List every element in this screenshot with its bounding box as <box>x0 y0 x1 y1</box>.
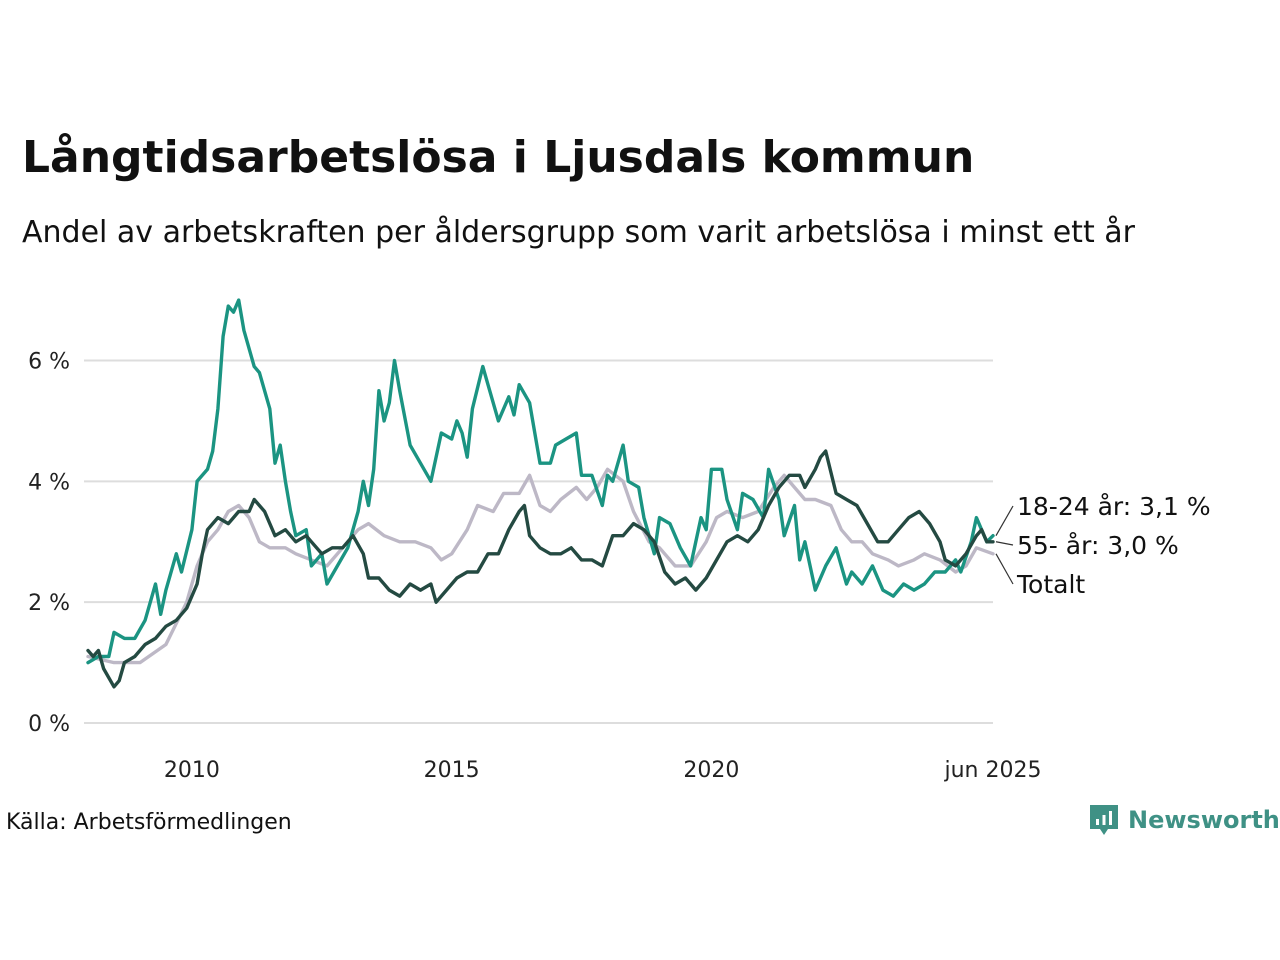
x-tick-label: 2010 <box>164 758 220 783</box>
y-tick-label: 0 % <box>28 712 70 737</box>
end-label-older: 55- år: 3,0 % <box>1017 531 1179 560</box>
grid-lines <box>84 359 993 724</box>
end-label-total: Totalt <box>1016 570 1085 599</box>
y-axis-ticks: 0 % 2 % 4 % 6 % <box>28 350 70 738</box>
y-tick-label: 4 % <box>28 470 70 495</box>
end-label-youth: 18-24 år: 3,1 % <box>1017 492 1211 521</box>
chart-title: Långtidsarbetslösa i Ljusdals kommun <box>22 132 975 183</box>
series-line-total <box>86 467 995 665</box>
chart-subtitle: Andel av arbetskraften per åldersgrupp s… <box>22 215 1135 250</box>
brand-logo: Newsworthy <box>1088 803 1280 837</box>
series-line-youth <box>86 298 995 665</box>
end-labels: 18-24 år: 3,1 % 55- år: 3,0 % Totalt <box>995 492 1211 599</box>
label-connector <box>995 553 1014 585</box>
brand-name: Newsworthy <box>1128 806 1280 834</box>
label-connector <box>995 505 1014 537</box>
x-tick-label: jun 2025 <box>944 758 1042 783</box>
x-tick-label: 2015 <box>424 758 480 783</box>
bar-chart-pin-icon <box>1090 805 1118 835</box>
source-note: Källa: Arbetsförmedlingen <box>6 810 292 835</box>
x-tick-label: 2020 <box>683 758 739 783</box>
label-connector <box>995 541 1014 546</box>
x-axis-ticks: 2010 2015 2020 jun 2025 <box>164 758 1042 783</box>
series-lines <box>86 298 995 689</box>
y-tick-label: 6 % <box>28 350 70 375</box>
series-line-older <box>86 449 995 689</box>
y-tick-label: 2 % <box>28 591 70 616</box>
